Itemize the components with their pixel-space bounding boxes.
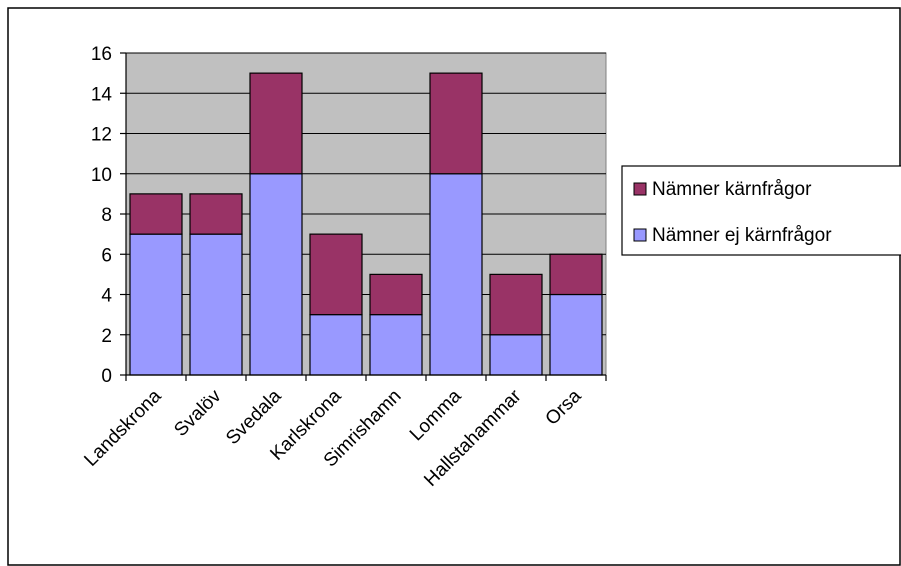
bar-segment-karnfragor (549, 253, 603, 296)
legend-label: Nämner ej kärnfrågor (652, 225, 832, 246)
bar-segment-ej-karnfragor (489, 334, 543, 376)
bar-segment-karnfragor (189, 193, 243, 235)
bar-segment-karnfragor (249, 72, 303, 175)
y-tick-labels: 0 2 4 6 8 10 12 14 16 (91, 44, 113, 387)
bar-segment-ej-karnfragor (129, 233, 183, 376)
y-tick-label: 0 (101, 366, 112, 387)
bar-segment-ej-karnfragor (549, 293, 603, 376)
bar-segment-karnfragor (369, 273, 423, 316)
y-tick-label: 12 (91, 125, 112, 146)
bar-segment-ej-karnfragor (249, 173, 303, 376)
legend: Nämner kärnfrågor Nämner ej kärnfrågor (621, 165, 901, 256)
bar-segment-ej-karnfragor (189, 233, 243, 376)
bar-segment-karnfragor (429, 72, 483, 175)
legend-swatch (633, 182, 647, 196)
bar-segment-karnfragor (129, 193, 183, 235)
legend-swatch (633, 228, 647, 242)
y-tick-label: 2 (101, 326, 112, 347)
bar-segment-ej-karnfragor (429, 173, 483, 376)
y-tick-label: 6 (101, 245, 112, 266)
axes (120, 52, 607, 381)
y-tick-label: 16 (91, 44, 112, 65)
legend-label: Nämner kärnfrågor (652, 179, 812, 200)
y-tick-label: 4 (101, 286, 112, 307)
legend-box (621, 165, 901, 256)
bar-segment-karnfragor (309, 233, 363, 316)
bar-segment-ej-karnfragor (309, 314, 363, 376)
bars (129, 72, 603, 376)
y-tick-label: 14 (91, 84, 113, 105)
bar-segment-karnfragor (489, 273, 543, 336)
y-tick-label: 10 (91, 165, 112, 186)
y-tick-label: 8 (101, 205, 112, 226)
bar-segment-ej-karnfragor (369, 314, 423, 376)
